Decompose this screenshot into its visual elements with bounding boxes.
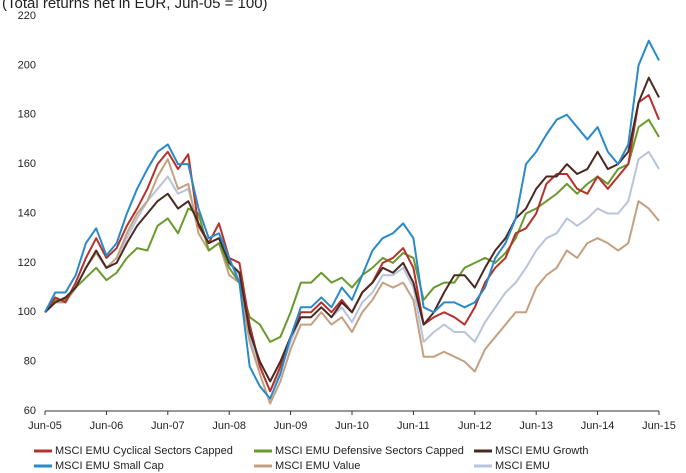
- y-tick-label: 80: [24, 356, 36, 368]
- y-tick-label: 120: [18, 257, 36, 269]
- y-tick-label: 140: [18, 207, 36, 219]
- legend-label: MSCI EMU Small Cap: [55, 460, 164, 472]
- legend-label: MSCI EMU Defensive Sectors Capped: [275, 445, 464, 457]
- x-tick-label: Jun-14: [581, 420, 615, 432]
- series-line: [44, 39, 660, 400]
- series-line: [44, 94, 660, 393]
- series-line: [44, 158, 660, 405]
- x-tick-label: Jun-09: [274, 420, 308, 432]
- legend-label: MSCI EMU Growth: [495, 445, 589, 457]
- series-line: [44, 118, 660, 343]
- legend-label: MSCI EMU: [495, 460, 550, 472]
- y-tick-label: 100: [18, 306, 36, 318]
- x-tick-label: Jun-07: [151, 420, 185, 432]
- y-tick-label: 160: [18, 158, 36, 170]
- y-tick-label: 220: [18, 10, 36, 22]
- x-tick-label: Jun-12: [458, 420, 492, 432]
- x-tick-label: Jun-11: [397, 420, 430, 432]
- series-line: [44, 76, 660, 383]
- chart-subtitle: (Total returns net in EUR, Jun-05 = 100): [2, 0, 268, 12]
- legend-label: MSCI EMU Value: [275, 460, 360, 472]
- x-tick-label: Jun-06: [90, 420, 124, 432]
- y-tick-label: 60: [24, 405, 36, 417]
- x-tick-label: Jun-08: [212, 420, 246, 432]
- legend-label: MSCI EMU Cyclical Sectors Capped: [55, 445, 233, 457]
- y-tick-label: 180: [18, 109, 36, 121]
- x-tick-label: Jun-10: [335, 420, 369, 432]
- y-tick-label: 200: [18, 59, 36, 71]
- x-tick-label: Jun-05: [28, 420, 62, 432]
- x-tick-label: Jun-13: [519, 420, 553, 432]
- x-tick-label: Jun-15: [642, 420, 676, 432]
